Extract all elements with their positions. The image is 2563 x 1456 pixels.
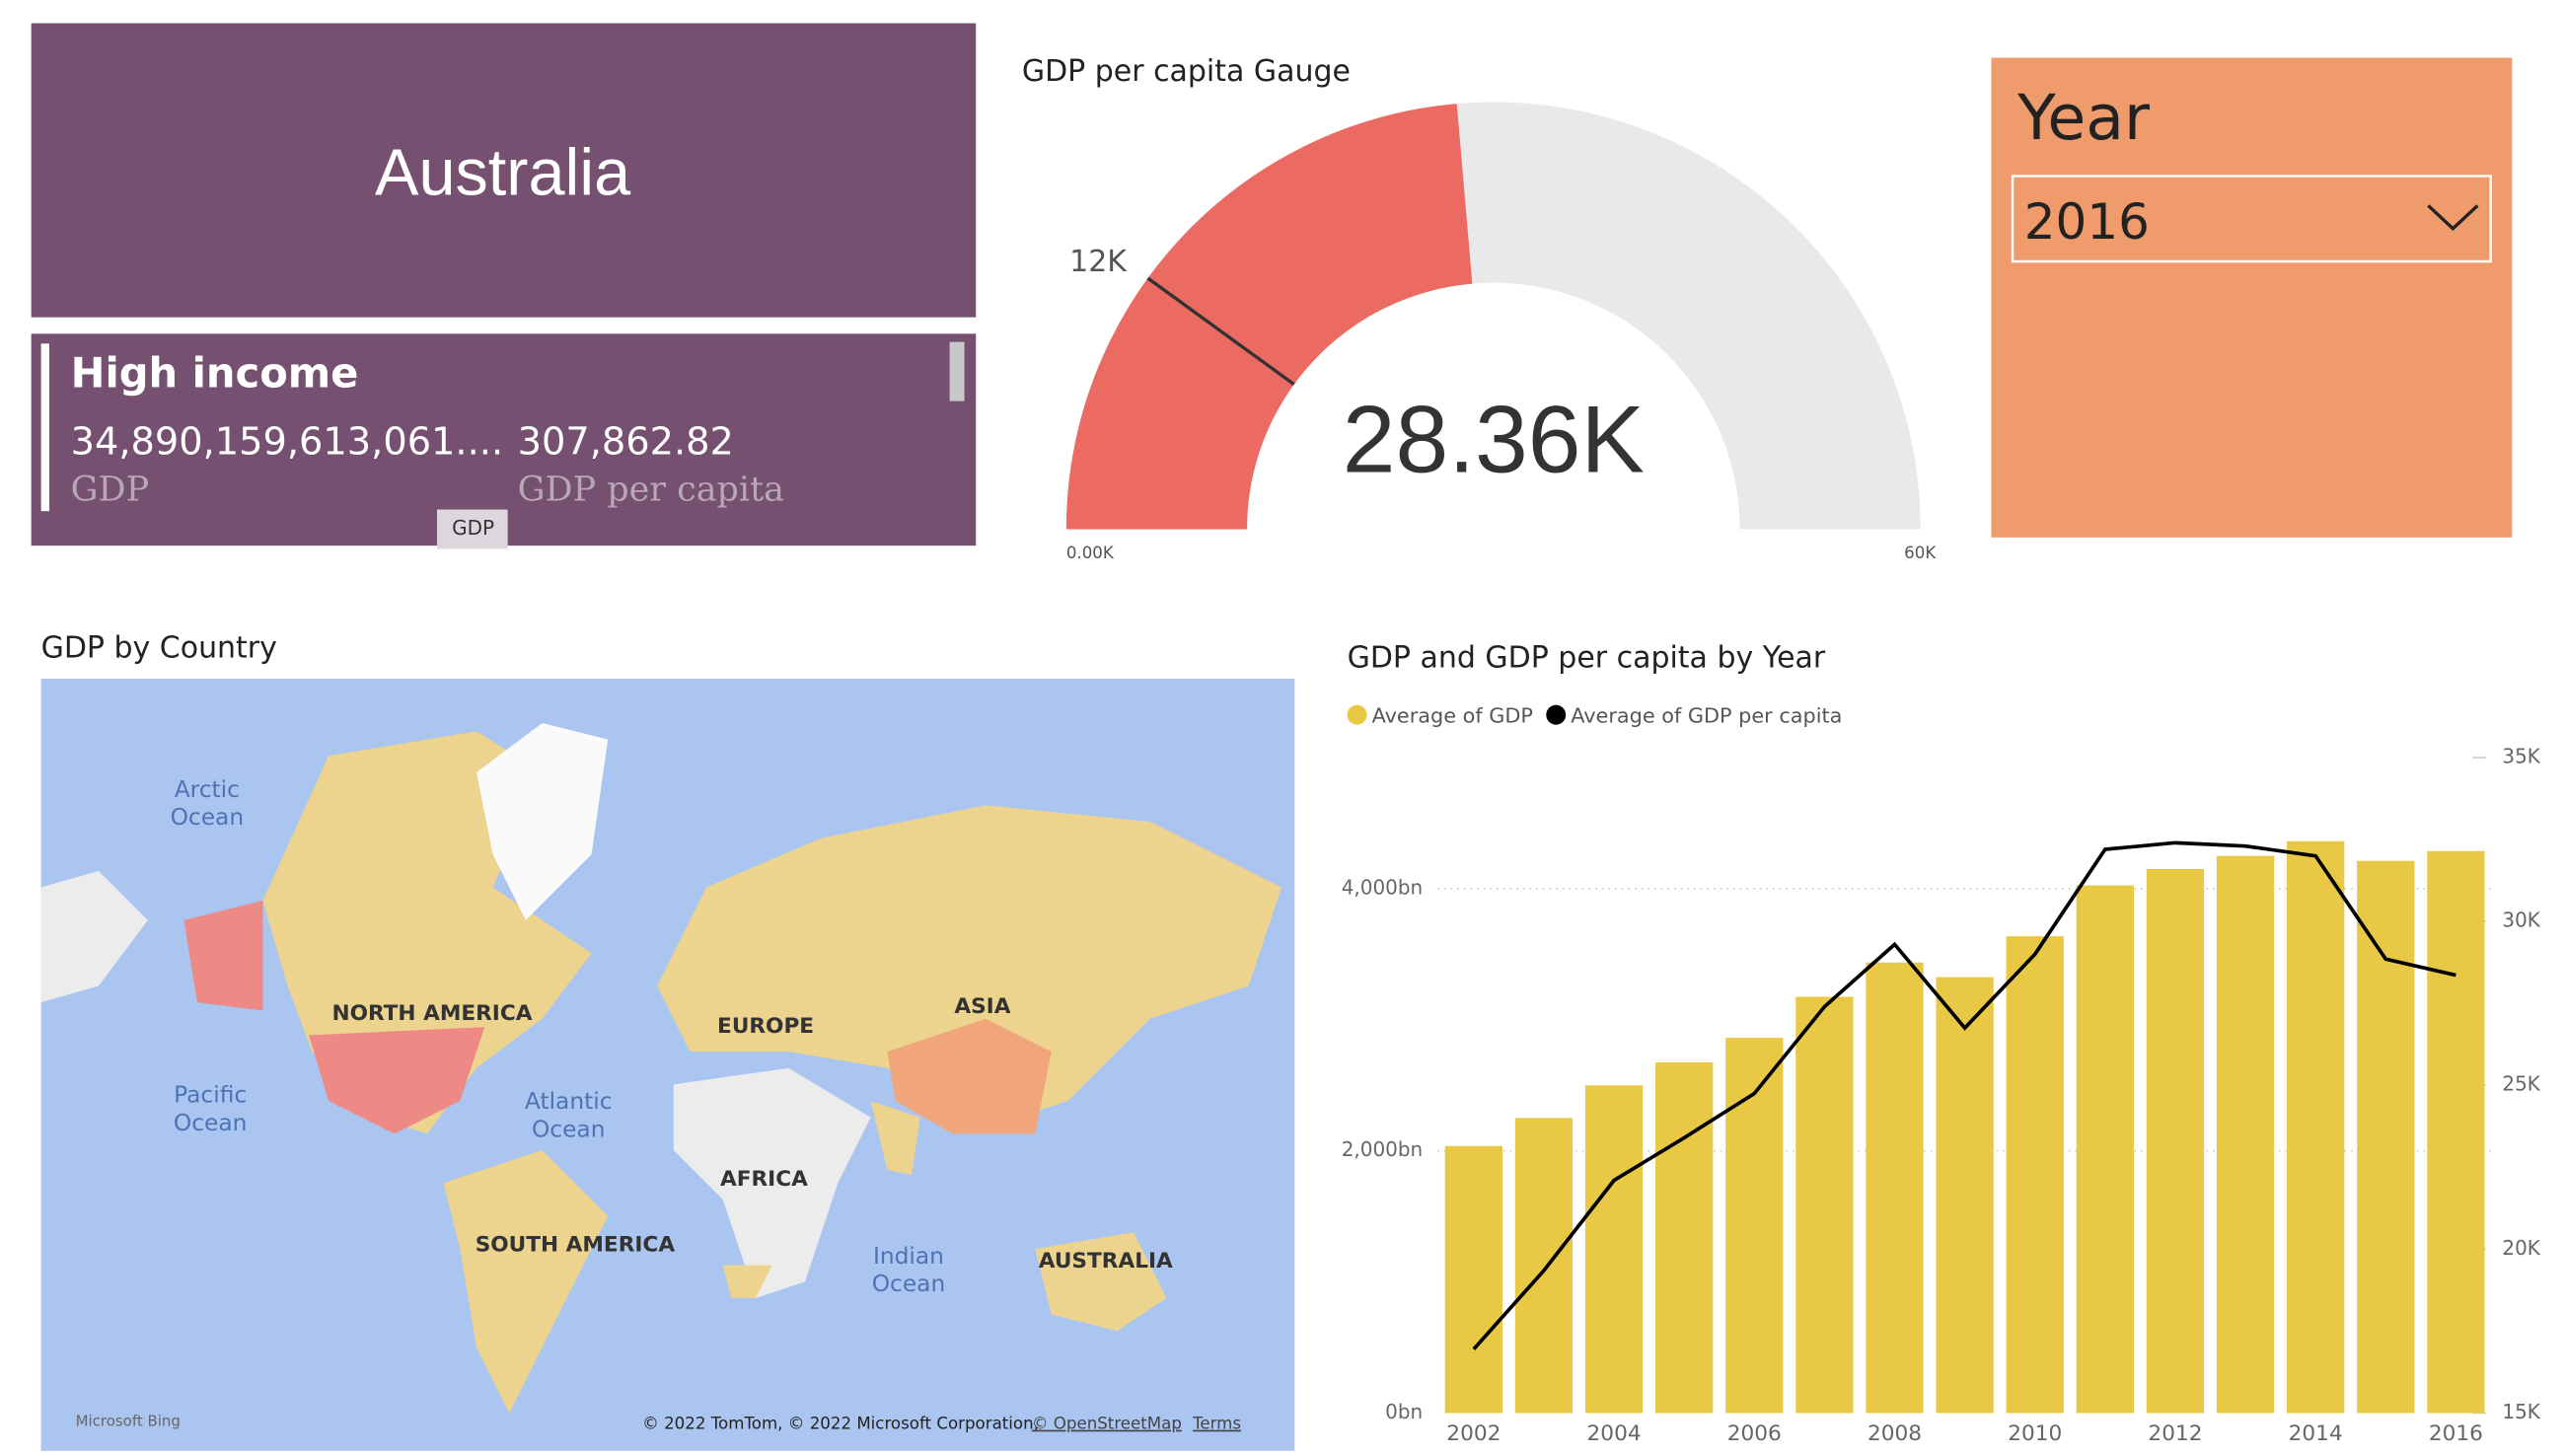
y2-tick-label: 15K [2502, 1400, 2540, 1423]
continent-label: NORTH AMERICA [331, 1001, 532, 1026]
bar [1725, 1038, 1784, 1414]
map-copyright: © 2022 TomTom, © 2022 Microsoft Corporat… [642, 1415, 1039, 1433]
x-tick-label: 2008 [1867, 1421, 1922, 1446]
gauge-title: GDP per capita Gauge [1022, 54, 1351, 89]
land [870, 1101, 920, 1175]
bar [2287, 840, 2345, 1414]
gauge-value-label: 28.36K [1343, 388, 1645, 493]
ocean-label: Arctic [175, 776, 240, 803]
bar [2076, 885, 2135, 1414]
continent-label: AFRICA [720, 1167, 808, 1192]
bar [1584, 1085, 1644, 1414]
gdp-per-capita-label: GDP per capita [518, 471, 784, 510]
land [722, 1265, 772, 1298]
ocean-label: Ocean [171, 804, 245, 831]
bar [1795, 996, 1854, 1414]
bar [1514, 1118, 1574, 1414]
slicer-dropdown[interactable] [2011, 175, 2492, 263]
map-provider: Microsoft Bing [76, 1412, 181, 1429]
ocean-label: Ocean [532, 1117, 606, 1143]
gauge-range-label: 0.00K [1066, 544, 1115, 562]
tooltip-text: GDP [452, 516, 494, 540]
bar [1655, 1061, 1714, 1414]
x-tick-label: 2004 [1587, 1421, 1642, 1446]
bar [2216, 855, 2275, 1414]
gauge-range-label: 60K [1904, 544, 1937, 562]
legend-label[interactable]: Average of GDP per capita [1571, 703, 1842, 727]
y2-tick-label: 25K [2502, 1072, 2540, 1096]
land [657, 805, 1282, 1134]
x-tick-label: 2014 [2289, 1421, 2343, 1446]
bar [2427, 850, 2485, 1414]
slicer-selected[interactable]: 2016 [2024, 193, 2150, 251]
slicer-title: Year [2016, 81, 2151, 154]
income-group: High income [71, 349, 359, 398]
continent-label: SOUTH AMERICA [476, 1233, 676, 1258]
gdp-value: 34,890,159,613,061.... [71, 419, 504, 464]
continent-label: EUROPE [717, 1014, 814, 1039]
y-tick-label: 2,000bn [1342, 1137, 1423, 1161]
legend-label[interactable]: Average of GDP [1372, 703, 1533, 727]
legend-marker [1546, 704, 1567, 725]
gauge-value [1065, 104, 1473, 530]
continent-label: ASIA [954, 994, 1010, 1019]
y2-tick-label: 35K [2502, 744, 2540, 767]
land [183, 900, 263, 1011]
dropdown-chevron[interactable] [2427, 204, 2479, 232]
y-tick-label: 4,000bn [1342, 875, 1423, 899]
combo-chart: 0bn 2,000bn 4,000bn 15K 20K 25K 30K 35K 2002 2004… [1342, 703, 2541, 1446]
gauge-target-label: 12K [1069, 245, 1128, 279]
land [443, 1150, 609, 1414]
map-title: GDP by Country [41, 631, 277, 666]
gdp-label: GDP [71, 471, 150, 510]
y-tick-label: 0bn [1385, 1400, 1423, 1423]
gauge: 12K 28.36K 0.00K 60K [1065, 102, 1937, 562]
x-tick-label: 2010 [2008, 1421, 2062, 1446]
bar [1866, 962, 1924, 1414]
ocean-label: Ocean [174, 1110, 248, 1136]
line [1472, 840, 2456, 1350]
ocean-label: Atlantic [525, 1088, 613, 1115]
y2-tick-label: 30K [2502, 909, 2540, 932]
map-osm-link[interactable]: © OpenStreetMap [1032, 1415, 1182, 1433]
ocean-label: Ocean [872, 1271, 946, 1297]
continent-label: AUSTRALIA [1039, 1249, 1173, 1274]
scrollbar[interactable] [949, 341, 965, 401]
map-terms-link[interactable]: Terms [1192, 1415, 1241, 1433]
land [673, 1067, 871, 1298]
land [887, 1018, 1052, 1134]
land [40, 870, 148, 1003]
gdp-per-capita-value: 307,862.82 [518, 419, 734, 464]
y2-tick-label: 20K [2502, 1236, 2540, 1260]
x-tick-label: 2006 [1727, 1421, 1782, 1446]
card-accent [40, 343, 49, 512]
x-tick-label: 2002 [1446, 1421, 1501, 1446]
bar [2146, 868, 2205, 1414]
bar [2006, 936, 2064, 1414]
land [1035, 1232, 1167, 1332]
chart-title: GDP and GDP per capita by Year [1348, 641, 1826, 676]
legend-marker [1347, 704, 1367, 725]
bar [2357, 860, 2415, 1414]
x-tick-label: 2016 [2429, 1421, 2483, 1446]
bar [1444, 1145, 1502, 1414]
bar [1936, 977, 1994, 1414]
tooltip [436, 509, 508, 549]
land [309, 1027, 485, 1134]
gauge-target [1146, 276, 1295, 387]
country-title: Australia [375, 137, 631, 210]
slicer-background [1991, 57, 2513, 538]
ocean-label: Indian [873, 1243, 944, 1270]
ocean-label: Pacific [174, 1082, 247, 1109]
header-background [31, 23, 977, 318]
x-tick-label: 2012 [2148, 1421, 2202, 1446]
